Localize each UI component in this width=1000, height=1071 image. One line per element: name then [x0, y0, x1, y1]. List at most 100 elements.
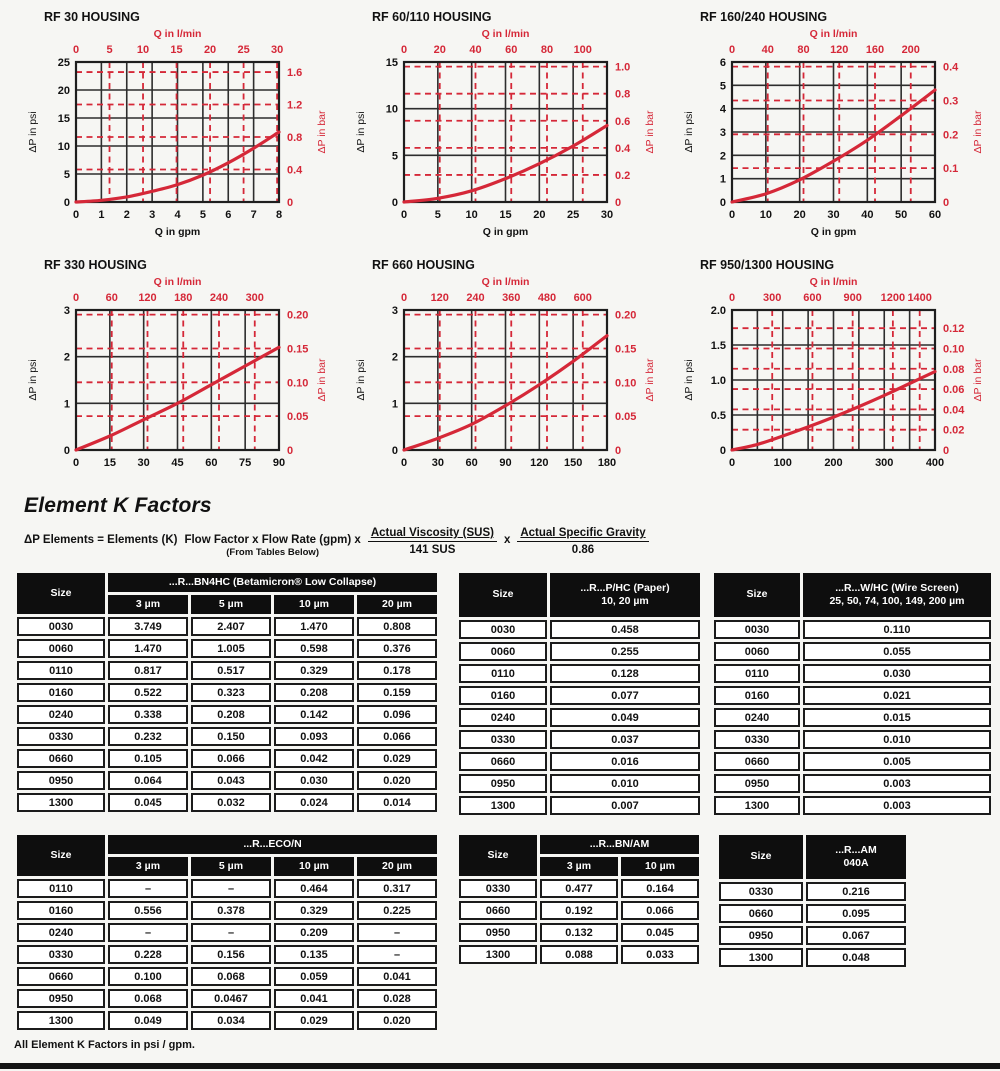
size-cell: 1300	[17, 793, 105, 812]
k-factor-formula: ΔP Elements = Elements (K) Flow Factor x…	[24, 526, 1000, 558]
k-factor-cell: 0.045	[108, 793, 188, 812]
table-row: 0950 0.064 0.043 0.030 0.020	[17, 771, 437, 790]
size-cell: 0240	[714, 708, 800, 727]
svg-text:0: 0	[720, 197, 726, 209]
size-cell: 0110	[714, 664, 800, 683]
table-row: 1300 0.088 0.033	[459, 945, 699, 964]
svg-text:Q in l/min: Q in l/min	[154, 276, 202, 288]
svg-text:180: 180	[598, 457, 616, 469]
size-cell: 0660	[17, 967, 105, 986]
k-factor-cell: 0.378	[191, 901, 271, 920]
formula-times: x	[503, 534, 511, 546]
plot-border	[74, 308, 281, 452]
k-factor-cell: 0.068	[191, 967, 271, 986]
svg-text:ΔP in psi: ΔP in psi	[355, 111, 367, 152]
svg-text:20: 20	[434, 44, 446, 56]
table-row: 0660 0.105 0.066 0.042 0.029	[17, 749, 437, 768]
k-factor-cell: 0.0467	[191, 989, 271, 1008]
k-factor-cell: 0.016	[550, 752, 700, 771]
svg-text:0: 0	[720, 445, 726, 457]
svg-text:120: 120	[431, 292, 449, 304]
k-factor-cell: –	[191, 879, 271, 898]
chart-row-1: RF 30 HOUSING Q in l/min 0 5 10 15 20 25 30 0 1 2 3 4…	[0, 6, 1000, 240]
micron-column-header: 3 µm	[108, 857, 188, 876]
svg-text:10: 10	[466, 209, 478, 221]
svg-text:3: 3	[720, 127, 726, 139]
svg-text:1: 1	[392, 398, 398, 410]
fraction-numerator: Actual Specific Gravity	[517, 526, 649, 543]
table-row: 1300 0.045 0.032 0.024 0.014	[17, 793, 437, 812]
k-factor-cell: 0.477	[540, 879, 618, 898]
k-factor-cell: 0.015	[803, 708, 991, 727]
table-row: 0160 0.021	[714, 686, 991, 705]
svg-text:30: 30	[271, 44, 283, 56]
size-cell: 1300	[719, 948, 803, 967]
svg-text:10: 10	[137, 44, 149, 56]
k-factor-cell: 0.066	[357, 727, 437, 746]
svg-text:0.6: 0.6	[615, 116, 630, 128]
size-column-header: Size	[459, 835, 537, 876]
k-factor-cell: 0.049	[108, 1011, 188, 1030]
svg-text:0.20: 0.20	[615, 310, 636, 322]
svg-text:RF 60/110 HOUSING: RF 60/110 HOUSING	[372, 10, 492, 24]
svg-text:100: 100	[774, 457, 792, 469]
micron-column-header: 3 µm	[540, 857, 618, 876]
svg-text:4: 4	[720, 104, 727, 116]
svg-text:Q in l/min: Q in l/min	[154, 28, 202, 40]
svg-text:30: 30	[827, 209, 839, 221]
size-cell: 0060	[714, 642, 800, 661]
table-row: 0240– –0.209–	[17, 923, 437, 942]
size-column-header: Size	[714, 573, 800, 617]
svg-text:25: 25	[58, 57, 70, 69]
k-factor-cell: 0.041	[274, 989, 354, 1008]
table-row: 0660 0.100 0.068 0.059 0.041	[17, 967, 437, 986]
svg-text:0: 0	[401, 292, 407, 304]
k-factor-cell: 0.100	[108, 967, 188, 986]
k-factor-cell: 0.033	[621, 945, 699, 964]
svg-text:900: 900	[843, 292, 861, 304]
size-column-header: Size	[17, 835, 105, 876]
size-cell: 0660	[459, 901, 537, 920]
k-factor-cell: 0.003	[803, 796, 991, 815]
pressure-drop-curve	[402, 334, 609, 452]
table-row: 0110 0.817 0.517 0.329 0.178	[17, 661, 437, 680]
k-factor-cell: 0.028	[357, 989, 437, 1008]
table-row: 0060 0.255	[459, 642, 700, 661]
table-row: 0330 0.477 0.164	[459, 879, 699, 898]
k-factor-cell: 0.159	[357, 683, 437, 702]
pressure-drop-chart-rf-30: RF 30 HOUSING Q in l/min 0 5 10 15 20 25 30 0 1 2 3 4…	[27, 10, 328, 238]
red-dashed-gridlines	[732, 62, 935, 202]
fraction-numerator: Actual Viscosity (SUS)	[367, 526, 497, 543]
size-cell: 0110	[17, 879, 105, 898]
table-row: 0660 0.005	[714, 752, 991, 771]
table-row: 0950 0.068 0.0467 0.041 0.028	[17, 989, 437, 1008]
k-factor-cell: 0.077	[550, 686, 700, 705]
svg-text:45: 45	[171, 457, 183, 469]
svg-text:0.5: 0.5	[711, 410, 726, 422]
svg-text:0.20: 0.20	[287, 310, 308, 322]
svg-text:0: 0	[64, 197, 70, 209]
svg-text:RF 30 HOUSING: RF 30 HOUSING	[44, 10, 140, 24]
k-factor-cell: 0.048	[806, 948, 906, 967]
k-factor-cell: 0.029	[274, 1011, 354, 1030]
k-factor-cell: 0.034	[191, 1011, 271, 1030]
table-row: 0660 0.095	[719, 904, 906, 923]
size-cell: 0330	[17, 945, 105, 964]
k-factor-cell: 0.010	[550, 774, 700, 793]
k-factor-table-bn-am: Size ...R...BN/AM 3 µm 10 µm 0330 0.477 0.164 0…	[456, 832, 702, 967]
page-bottom-rule	[0, 1063, 1000, 1069]
micron-column-header: 3 µm	[108, 595, 188, 614]
svg-text:ΔP in psi: ΔP in psi	[683, 111, 695, 152]
svg-text:30: 30	[138, 457, 150, 469]
size-cell: 0240	[17, 705, 105, 724]
svg-text:0: 0	[73, 457, 79, 469]
svg-text:ΔP in psi: ΔP in psi	[355, 359, 367, 400]
element-series-header: ...R...BN/AM	[540, 835, 699, 854]
table-row: 0030 0.110	[714, 620, 991, 639]
size-cell: 0160	[459, 686, 547, 705]
svg-text:0.2: 0.2	[615, 170, 630, 182]
svg-text:480: 480	[538, 292, 556, 304]
svg-text:25: 25	[237, 44, 249, 56]
